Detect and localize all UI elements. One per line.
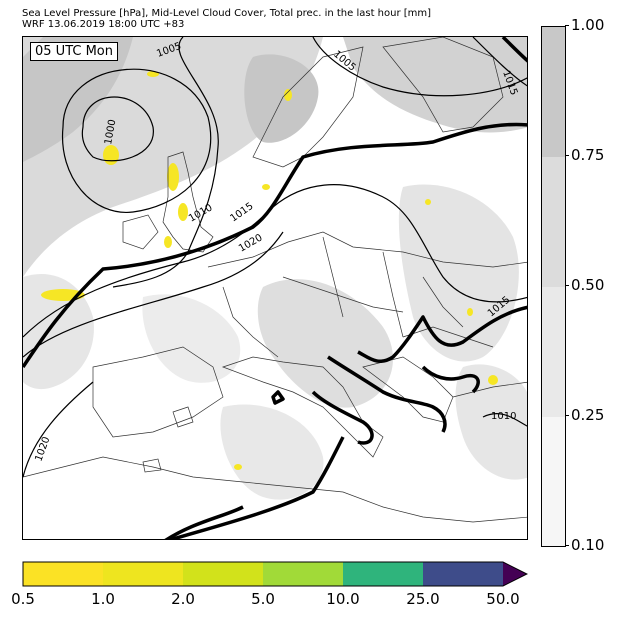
isobar-thick (271, 390, 285, 405)
cloud-colorbar-segment (542, 157, 565, 287)
coastline (23, 456, 527, 523)
coastline (221, 356, 384, 458)
coastline (142, 458, 162, 473)
cloud-colorbar-segment (542, 287, 565, 417)
isobar-label: 1010 (491, 411, 516, 422)
coastline (172, 406, 194, 428)
valid-time-label: 05 UTC Mon (30, 42, 118, 61)
isobar (312, 37, 527, 97)
precip-cell (262, 184, 270, 190)
cloud-colorbar-tick: 0.10 (564, 536, 605, 554)
precip-colorbar-tick: 0.5 (11, 590, 35, 608)
cloud-area (23, 37, 133, 162)
precip-cell (103, 145, 119, 165)
precip-colorbar-segment (23, 562, 103, 586)
isobar-label: 1020 (33, 435, 52, 463)
isobar-thick (357, 305, 527, 363)
precip-colorbar-tick: 50.0 (486, 590, 520, 608)
chart-title: Sea Level Pressure [hPa], Mid-Level Clou… (22, 8, 432, 19)
isobar (112, 37, 219, 288)
cloud-colorbar-tick: 0.75 (564, 146, 605, 164)
isobar-label: 1020 (237, 232, 265, 254)
precip-colorbar-outline (22, 561, 528, 587)
isobar (81, 96, 154, 162)
isobar (61, 68, 212, 213)
precip-colorbar-tick: 25.0 (406, 590, 440, 608)
precip-cell (467, 308, 473, 316)
coastline (122, 214, 159, 250)
precip-colorbar-segment (103, 562, 183, 586)
isobar (23, 381, 94, 478)
country-border (402, 276, 494, 348)
country-border (222, 236, 404, 358)
coastline (207, 231, 527, 268)
cloud-colorbar-tick: 1.00 (564, 16, 605, 34)
cloud-area (244, 54, 319, 143)
cloud-colorbar-tick: 0.50 (564, 276, 605, 294)
precipitation-layer (41, 71, 498, 470)
precip-cell (178, 203, 188, 221)
isobar (472, 37, 527, 87)
precipitation-colorbar (22, 561, 528, 587)
isobar-label: 1015 (228, 201, 255, 225)
cloud-area (257, 279, 393, 408)
precip-colorbar-tick: 10.0 (326, 590, 360, 608)
precip-cell (164, 236, 172, 248)
model-run-subtitle: WRF 13.06.2019 18:00 UTC +83 (22, 19, 185, 30)
weather-map: 1005 1005 1015 1000 1010 1015 1020 1015 … (22, 36, 528, 540)
cloud-area (455, 364, 527, 480)
precip-cell (234, 464, 242, 470)
precip-colorbar-tick: 2.0 (171, 590, 195, 608)
cloud-area (142, 294, 241, 383)
isobar-thick (166, 436, 345, 539)
precip-colorbar-segment (423, 562, 503, 586)
precip-cell (167, 163, 179, 191)
precip-colorbar-segment (343, 562, 423, 586)
precip-colorbar-segment (263, 562, 343, 586)
cloud-colorbar-tick: 0.25 (564, 406, 605, 424)
coastline (92, 346, 224, 438)
precip-colorbar-tick: 1.0 (91, 590, 115, 608)
isobar-thick (421, 365, 480, 394)
coastline (252, 46, 364, 168)
thick-isobar-layer (23, 37, 527, 539)
coastline (452, 381, 527, 398)
cloud-colorbar-segment (542, 417, 565, 546)
precip-colorbar-extend-arrow (503, 562, 527, 586)
cloud-area (23, 273, 94, 390)
isobar-thick (164, 505, 244, 539)
isobar-thick (327, 355, 447, 433)
isobar-label: 1000 (103, 119, 118, 146)
coastline (382, 37, 504, 133)
cloud-cover-layer (23, 37, 527, 500)
cloud-area (398, 184, 519, 362)
isobar (23, 231, 284, 358)
isobar-thick (311, 390, 374, 445)
precip-colorbar-segment (183, 562, 263, 586)
cloud-colorbar-segment (542, 27, 565, 157)
precip-cell (284, 89, 292, 101)
cloud-area (343, 37, 527, 133)
cloud-area (220, 404, 324, 500)
precip-colorbar-tick: 5.0 (251, 590, 275, 608)
cloud-cover-colorbar (541, 26, 566, 547)
isobar (482, 413, 527, 427)
isobar-thick (23, 122, 527, 368)
coastline-layer (23, 37, 527, 523)
isobar (23, 184, 527, 338)
isobar-layer (23, 37, 527, 478)
precip-cell (488, 375, 498, 385)
precip-cell (425, 199, 431, 205)
isobar-thick (501, 37, 527, 63)
